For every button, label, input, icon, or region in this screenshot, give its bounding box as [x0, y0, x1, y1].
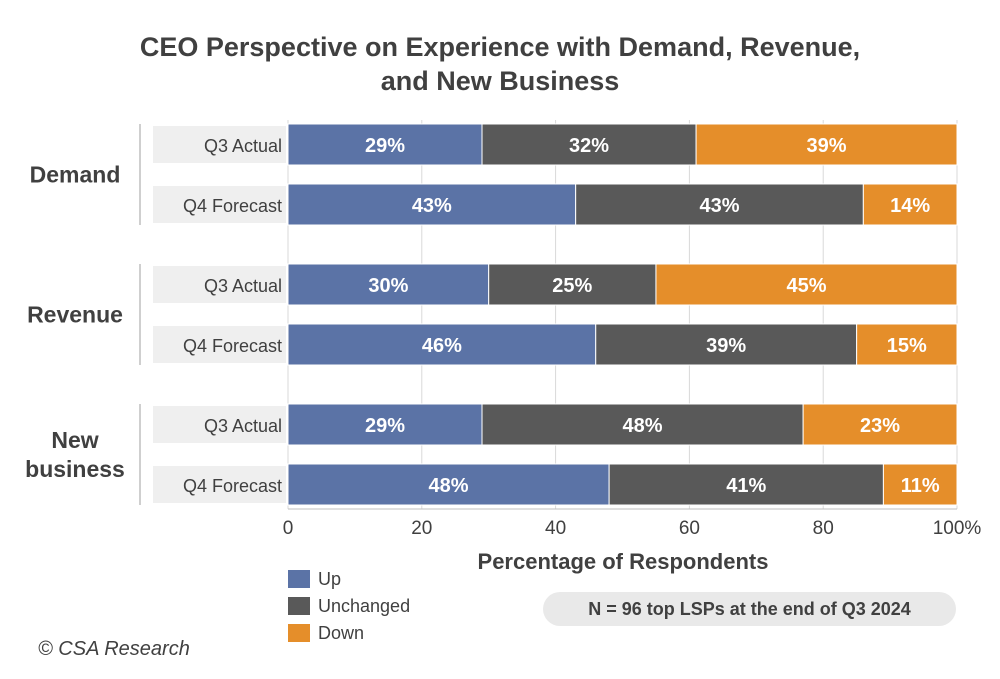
- bar-segment-up: [287, 123, 483, 166]
- legend-swatch-down: [288, 624, 310, 642]
- row-label: Q4 Forecast: [183, 476, 282, 496]
- row-label-background: [153, 466, 286, 503]
- legend-swatch-unchanged: [288, 597, 310, 615]
- bar-segment-down: [655, 263, 958, 306]
- sample-note-text: N = 96 top LSPs at the end of Q3 2024: [588, 599, 911, 619]
- x-tick-label: 40: [545, 518, 566, 539]
- row-labels: Demand Q3 Actual Q4 Forecast Revenue Q3 Actu…: [25, 124, 286, 505]
- x-tick-label: 80: [813, 518, 834, 539]
- data-label: 29%: [365, 135, 405, 157]
- data-label: 11%: [901, 475, 940, 497]
- data-label: 48%: [429, 475, 469, 497]
- bar-segment-unchanged: [481, 123, 697, 166]
- row-label: Q3 Actual: [204, 276, 282, 296]
- x-tick-label: 0: [283, 518, 294, 539]
- row-label-background: [153, 406, 286, 443]
- bar-segment-up: [287, 183, 577, 226]
- bar-segment-unchanged: [575, 183, 864, 226]
- copyright-credit: © CSA Research: [38, 638, 190, 660]
- bar-segment-unchanged: [488, 263, 657, 306]
- data-label: 48%: [623, 415, 663, 437]
- x-axis-title: Percentage of Respondents: [478, 549, 769, 574]
- bar-segment-unchanged: [595, 323, 858, 366]
- gridlines: [287, 120, 958, 510]
- data-label: 46%: [422, 335, 462, 357]
- bars: 29% 32% 39% 43% 43% 14% 30% 25% 45% 46% 39% 15% 29% 4…: [287, 123, 958, 506]
- group-label: New: [51, 427, 98, 453]
- bar-segment-down: [856, 323, 958, 366]
- sample-note: N = 96 top LSPs at the end of Q3 2024: [543, 592, 956, 626]
- data-label: 30%: [368, 275, 408, 297]
- data-label: 45%: [786, 275, 826, 297]
- bar-segment-up: [287, 263, 490, 306]
- data-label: 32%: [569, 135, 609, 157]
- data-label: 23%: [860, 415, 900, 437]
- data-label: 29%: [365, 415, 405, 437]
- row-label: Q3 Actual: [204, 136, 282, 156]
- data-label: 41%: [726, 475, 766, 497]
- legend-label: Unchanged: [318, 596, 410, 616]
- bar-segment-down: [695, 123, 958, 166]
- bar-segment-down: [862, 183, 958, 226]
- row-label-background: [153, 186, 286, 223]
- group-label: Demand: [30, 162, 121, 188]
- row-label-background: [153, 266, 286, 303]
- group-label: Revenue: [27, 302, 123, 328]
- row-label: Q4 Forecast: [183, 336, 282, 356]
- chart-title-line-2: and New Business: [381, 66, 620, 96]
- x-tick-label: 100%: [933, 518, 982, 539]
- x-tick-label: 60: [679, 518, 700, 539]
- data-label: 39%: [807, 135, 847, 157]
- data-label: 43%: [412, 195, 452, 217]
- row-label-background: [153, 126, 286, 163]
- legend-label: Down: [318, 623, 364, 643]
- bar-segment-up: [287, 463, 610, 506]
- row-label-background: [153, 326, 286, 363]
- row-label: Q4 Forecast: [183, 196, 282, 216]
- bar-segment-unchanged: [481, 403, 804, 446]
- data-label: 15%: [887, 335, 927, 357]
- bar-segment-down: [802, 403, 958, 446]
- sample-note-background: [543, 592, 956, 626]
- x-tick-label: 20: [411, 518, 432, 539]
- x-ticks: 0 20 40 60 80 100%: [283, 518, 982, 539]
- legend-swatch-up: [288, 570, 310, 588]
- group-label: business: [25, 456, 125, 482]
- data-label: 25%: [552, 275, 592, 297]
- bar-segment-unchanged: [608, 463, 884, 506]
- row-label: Q3 Actual: [204, 416, 282, 436]
- legend-label: Up: [318, 569, 341, 589]
- data-label: 14%: [890, 195, 930, 217]
- legend: Up Unchanged Down: [288, 569, 410, 643]
- bar-segment-up: [287, 323, 597, 366]
- chart-title-line-1: CEO Perspective on Experience with Deman…: [140, 32, 860, 62]
- data-label: 43%: [699, 195, 739, 217]
- bar-segment-down: [882, 463, 958, 506]
- data-label: 39%: [706, 335, 746, 357]
